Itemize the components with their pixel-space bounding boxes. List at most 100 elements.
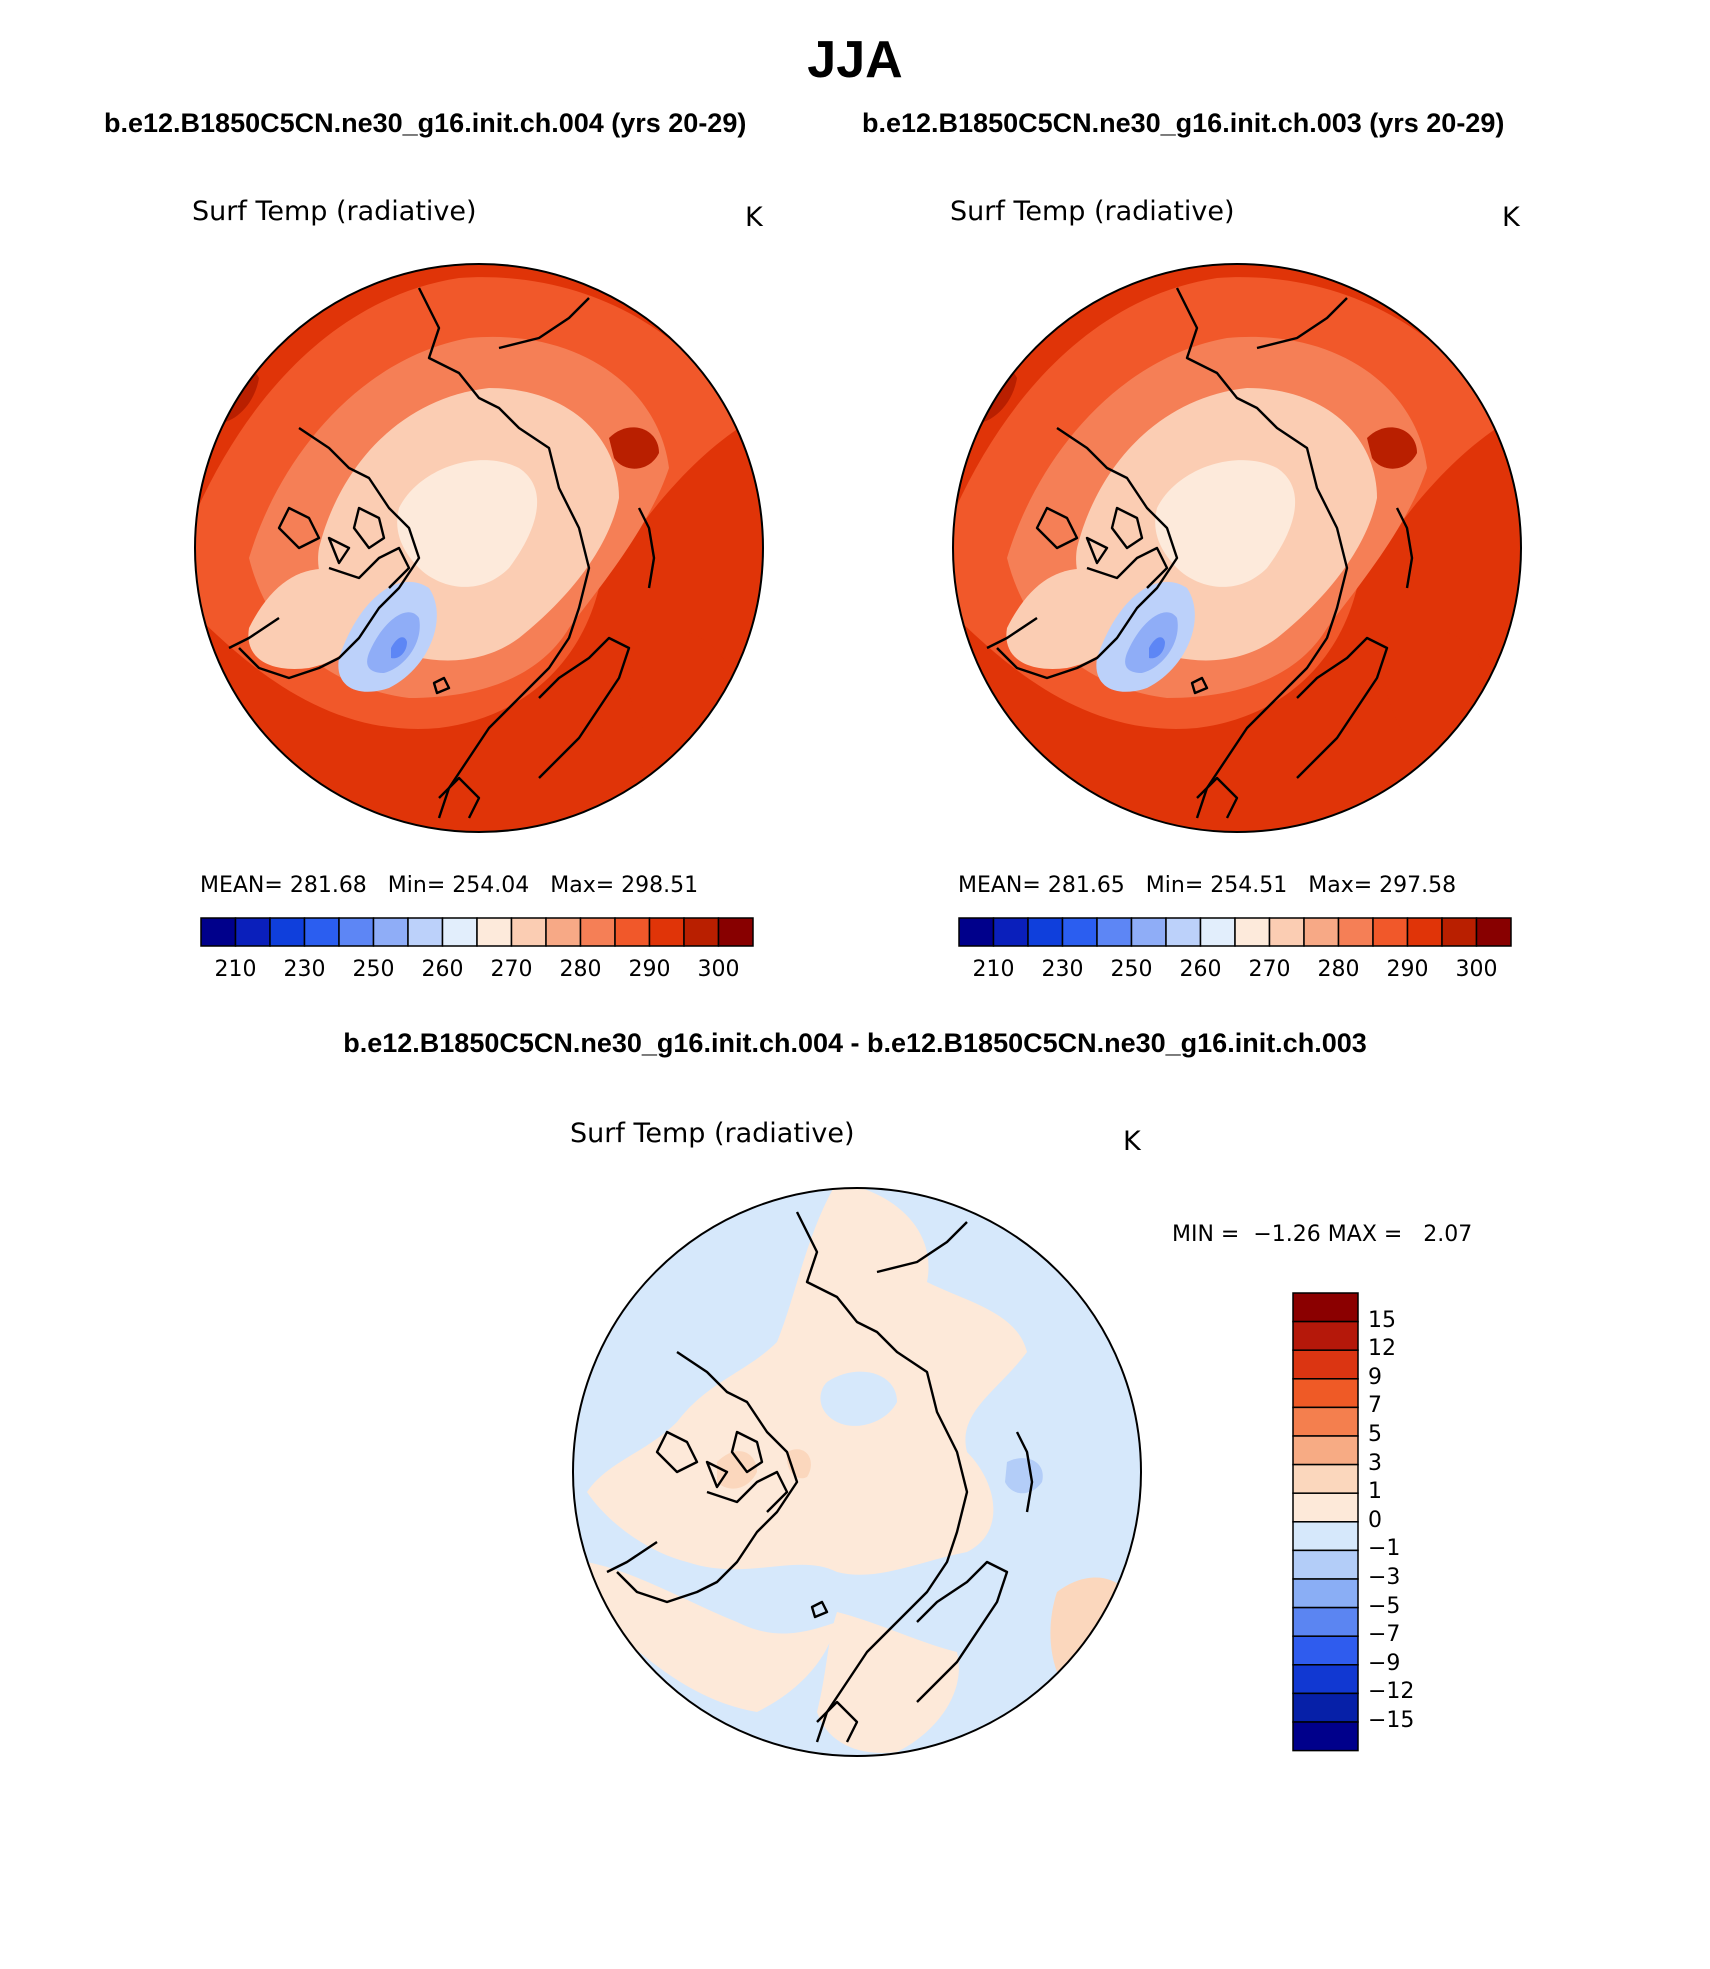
- diff-colorbar-tick-label: −7: [1368, 1622, 1401, 1648]
- colorbar-swatch: [1096, 917, 1133, 947]
- colorbar-tick-label: 280: [559, 957, 602, 982]
- colorbar-swatch: [1292, 1606, 1359, 1637]
- stats-left: MEAN= 281.68 Min= 254.04 Max= 298.51: [200, 873, 698, 898]
- case-title-right: b.e12.B1850C5CN.ne30_g16.init.ch.003 (yr…: [862, 108, 1505, 138]
- colorbar-swatch: [1292, 1320, 1359, 1351]
- colorbar-swatch: [234, 917, 271, 947]
- colorbar-swatch: [1268, 917, 1305, 947]
- colorbar-tick-label: 280: [1317, 957, 1360, 982]
- min-label: Min=: [1145, 873, 1204, 898]
- colorbar-swatch: [1406, 917, 1443, 947]
- colorbar-tick-label: 250: [1110, 957, 1153, 982]
- diff-colorbar-tick-label: −1: [1368, 1536, 1401, 1562]
- colorbar-tick-label: 300: [697, 957, 740, 982]
- map-right: [952, 263, 1522, 833]
- stats-right: MEAN= 281.65 Min= 254.51 Max= 297.58: [958, 873, 1456, 898]
- colorbar-tick-label: 230: [283, 957, 326, 982]
- colorbar-swatch: [1292, 1692, 1359, 1723]
- colorbar-tick-label: 260: [421, 957, 464, 982]
- diff-colorbar-tick-label: −3: [1368, 1565, 1401, 1590]
- diff-colorbar-tick-label: 1: [1368, 1479, 1382, 1505]
- colorbar-tick-label: 230: [1041, 957, 1084, 982]
- colorbar-swatch: [545, 917, 582, 947]
- colorbar-swatch: [1292, 1578, 1359, 1609]
- units-label-left: K: [745, 202, 763, 233]
- colorbar-swatch: [1292, 1492, 1359, 1523]
- colorbar-swatch: [1292, 1549, 1359, 1580]
- colorbar-tick-label: 210: [214, 957, 257, 982]
- colorbar-swatch: [1292, 1435, 1359, 1466]
- diff-colorbar-tick-label: −15: [1368, 1708, 1415, 1733]
- colorbar-swatch: [1292, 1406, 1359, 1437]
- min-value: 254.04: [452, 873, 530, 898]
- diff-colorbar-tick-label: 3: [1368, 1450, 1382, 1476]
- colorbar-difference: [1292, 1292, 1359, 1752]
- diff-min-value: −1.26: [1253, 1222, 1321, 1247]
- variable-label-left: Surf Temp (radiative): [192, 196, 477, 227]
- colorbar-swatch: [717, 917, 754, 947]
- map-left: [194, 263, 764, 833]
- colorbar-swatch: [1130, 917, 1167, 947]
- colorbar-swatch: [648, 917, 685, 947]
- colorbar-swatch: [1199, 917, 1236, 947]
- mean-value: 281.65: [1047, 873, 1125, 898]
- colorbar-swatch: [441, 917, 478, 947]
- colorbar-tick-label: 210: [972, 957, 1015, 982]
- colorbar-swatch: [1292, 1349, 1359, 1380]
- colorbar-swatch: [1441, 917, 1478, 947]
- colorbar-tick-label: 300: [1455, 957, 1498, 982]
- diff-colorbar-tick-label: −5: [1368, 1593, 1401, 1619]
- diff-minmax: MIN = −1.26 MAX = 2.07: [1172, 1222, 1472, 1247]
- colorbar-swatch: [1372, 917, 1409, 947]
- colorbar-tick-label: 270: [490, 957, 533, 982]
- colorbar-right: [958, 917, 1512, 947]
- max-label: Max=: [1308, 873, 1373, 898]
- colorbar-swatch: [1475, 917, 1512, 947]
- colorbar-swatch: [1292, 1378, 1359, 1409]
- diff-colorbar-tick-label: −12: [1368, 1679, 1415, 1705]
- min-label: Min=: [387, 873, 446, 898]
- colorbar-swatch: [1292, 1664, 1359, 1695]
- colorbar-swatch: [1061, 917, 1098, 947]
- units-label-right: K: [1502, 202, 1520, 233]
- main-title: JJA: [807, 31, 903, 89]
- colorbar-swatch: [614, 917, 651, 947]
- colorbar-swatch: [1165, 917, 1202, 947]
- diff-colorbar-tick-label: 0: [1368, 1507, 1382, 1533]
- colorbar-swatch: [1234, 917, 1271, 947]
- colorbar-swatch: [579, 917, 616, 947]
- colorbar-tick-label: 260: [1179, 957, 1222, 982]
- diff-colorbar-tick-label: −9: [1368, 1650, 1401, 1676]
- max-value: 297.58: [1379, 873, 1457, 898]
- colorbar-swatch: [372, 917, 409, 947]
- mean-value: 281.68: [289, 873, 367, 898]
- mean-label: MEAN=: [958, 873, 1041, 898]
- case-title-left: b.e12.B1850C5CN.ne30_g16.init.ch.004 (yr…: [104, 108, 747, 138]
- colorbar-swatch: [958, 917, 995, 947]
- colorbar-swatch: [338, 917, 375, 947]
- min-value: 254.51: [1210, 873, 1288, 898]
- colorbar-swatch: [1292, 1521, 1359, 1552]
- max-label: Max=: [550, 873, 615, 898]
- colorbar-swatch: [476, 917, 513, 947]
- colorbar-swatch: [200, 917, 237, 947]
- diff-min-label: MIN =: [1172, 1222, 1240, 1247]
- diff-max-value: 2.07: [1423, 1222, 1473, 1247]
- colorbar-swatch: [992, 917, 1029, 947]
- variable-label-difference: Surf Temp (radiative): [570, 1118, 855, 1149]
- colorbar-swatch: [683, 917, 720, 947]
- diff-colorbar-tick-label: 12: [1368, 1336, 1396, 1362]
- max-value: 298.51: [621, 873, 699, 898]
- colorbar-swatch: [407, 917, 444, 947]
- diff-colorbar-tick-label: 7: [1368, 1393, 1382, 1419]
- colorbar-swatch: [1292, 1292, 1359, 1323]
- colorbar-swatch: [1292, 1721, 1359, 1752]
- colorbar-swatch: [1292, 1463, 1359, 1494]
- diff-colorbar-tick-label: 15: [1368, 1307, 1396, 1333]
- colorbar-swatch: [1337, 917, 1374, 947]
- diff-colorbar-tick-label: 9: [1368, 1364, 1382, 1390]
- difference-title: b.e12.B1850C5CN.ne30_g16.init.ch.004 - b…: [343, 1028, 1367, 1058]
- variable-label-right: Surf Temp (radiative): [950, 196, 1235, 227]
- colorbar-left: [200, 917, 754, 947]
